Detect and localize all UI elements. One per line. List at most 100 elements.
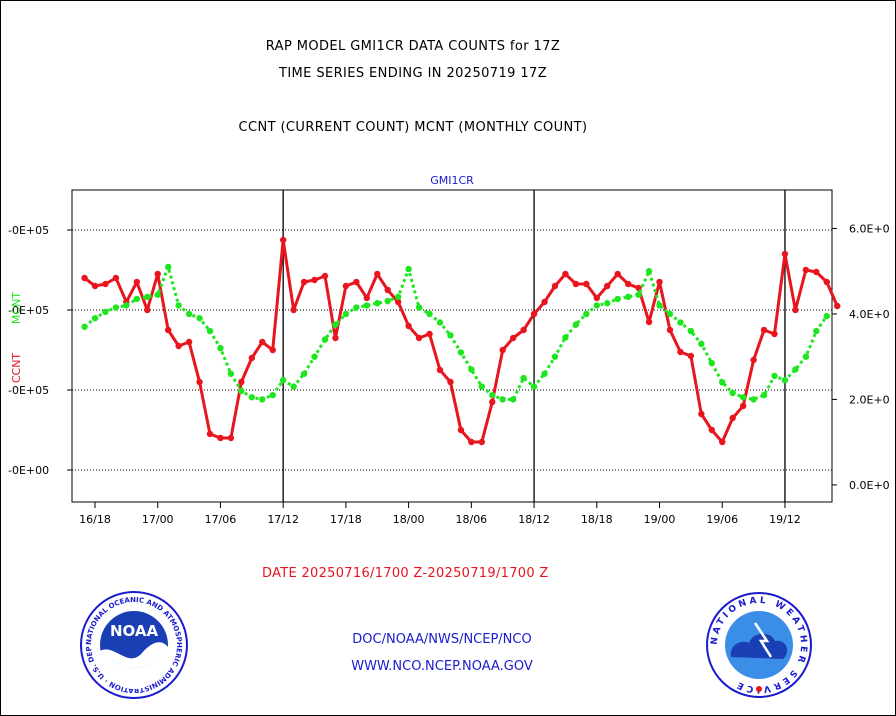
ccnt-point	[196, 378, 203, 386]
x-tick-label: 17/12	[267, 513, 299, 526]
mcnt-point	[300, 370, 308, 377]
ccnt-point	[144, 306, 151, 314]
ccnt-point	[81, 274, 88, 282]
ccnt-series	[81, 236, 841, 446]
ccnt-point	[363, 294, 371, 302]
ccnt-point	[666, 326, 674, 334]
mcnt-point	[112, 304, 120, 311]
nws-logo: NATIONAL WEATHER SERVICE	[706, 592, 812, 698]
mcnt-point	[551, 353, 559, 360]
right-tick-label: 4.0E+0	[849, 308, 890, 321]
mcnt-point	[708, 359, 715, 367]
mcnt-point	[332, 321, 339, 328]
ccnt-point	[300, 278, 308, 286]
ccnt-point	[781, 250, 789, 258]
ccnt-point	[624, 280, 632, 288]
ccnt-point	[164, 326, 172, 334]
mcnt-point	[677, 319, 684, 326]
ccnt-axis-label: CCNT	[10, 353, 23, 384]
ccnt-point	[478, 438, 485, 446]
ccnt-point	[771, 330, 778, 338]
x-tick-label: 18/06	[455, 513, 487, 526]
ccnt-point	[708, 426, 715, 434]
ccnt-point	[102, 280, 109, 288]
mcnt-point	[123, 302, 130, 309]
ccnt-point	[520, 326, 527, 334]
ccnt-point	[645, 318, 653, 326]
nco-website-link[interactable]: WWW.NCO.NCEP.NOAA.GOV	[351, 659, 533, 674]
ccnt-point	[206, 430, 214, 438]
mcnt-point	[269, 391, 276, 399]
mcnt-point	[144, 293, 151, 301]
ccnt-point	[677, 348, 684, 356]
ccnt-point	[604, 282, 611, 290]
mcnt-point	[666, 310, 674, 318]
mcnt-point	[614, 295, 621, 303]
mcnt-point	[468, 366, 475, 373]
ccnt-point	[436, 366, 444, 374]
mcnt-point	[185, 310, 193, 318]
mcnt-point	[656, 302, 663, 309]
doc-noaa-link[interactable]: DOC/NOAA/NWS/NCEP/NCO	[352, 632, 532, 647]
mcnt-point	[311, 353, 318, 360]
ccnt-point	[614, 270, 621, 278]
left-tick-label: -0E+05	[8, 304, 49, 317]
mcnt-point	[813, 327, 820, 335]
ccnt-point	[238, 378, 245, 386]
ccnt-line	[83, 238, 839, 444]
plot-area-border	[71, 189, 833, 503]
mcnt-point	[353, 304, 360, 311]
ccnt-point	[530, 310, 538, 318]
mcnt-point	[729, 389, 736, 397]
ccnt-point	[154, 270, 161, 278]
mcnt-point	[792, 366, 799, 373]
ccnt-point	[509, 334, 517, 342]
ccnt-point	[112, 274, 120, 282]
mcnt-point	[593, 302, 600, 309]
ccnt-point	[729, 414, 736, 422]
ccnt-point	[447, 378, 454, 386]
mcnt-point	[739, 394, 747, 401]
chart-name-label: GMI1CR	[430, 174, 474, 187]
mcnt-point	[530, 383, 538, 390]
mcnt-point	[541, 370, 548, 377]
x-tick-label: 18/12	[518, 513, 550, 526]
noaa-bird-shape	[100, 642, 168, 689]
mcnt-point	[238, 387, 245, 395]
ccnt-point	[719, 438, 726, 446]
ccnt-point	[813, 268, 820, 276]
right-tick-label: 0.0E+0	[849, 479, 890, 492]
x-tick-label: 19/06	[706, 513, 738, 526]
ccnt-point	[499, 346, 506, 354]
right-tick-label: 2.0E+0	[849, 393, 890, 406]
left-tick-label: -0E+00	[8, 464, 49, 477]
x-tick-label: 16/18	[79, 513, 111, 526]
ccnt-point	[248, 354, 256, 362]
mcnt-point	[719, 379, 726, 386]
x-tick-label: 18/18	[581, 513, 613, 526]
ccnt-point	[374, 270, 381, 278]
ccnt-point	[311, 276, 318, 284]
ccnt-point	[656, 278, 663, 286]
x-tick-label: 18/00	[393, 513, 425, 526]
mcnt-point	[133, 295, 141, 303]
ccnt-point	[698, 410, 705, 418]
ccnt-point	[175, 342, 182, 350]
right-tick-label: 6.0E+0	[849, 222, 890, 235]
mcnt-point	[248, 394, 256, 401]
mcnt-point	[520, 374, 527, 382]
mcnt-point	[363, 302, 371, 309]
mcnt-point	[760, 391, 768, 399]
x-tick-label: 17/18	[330, 513, 362, 526]
ccnt-point	[457, 426, 465, 434]
ccnt-point	[269, 346, 276, 354]
ccnt-point	[290, 306, 297, 314]
mcnt-point	[509, 396, 517, 403]
ccnt-point	[342, 282, 350, 290]
mcnt-point	[415, 304, 423, 311]
ccnt-point	[384, 286, 391, 294]
ccnt-point	[91, 282, 99, 290]
mcnt-point	[489, 391, 496, 399]
mcnt-point	[259, 396, 266, 403]
